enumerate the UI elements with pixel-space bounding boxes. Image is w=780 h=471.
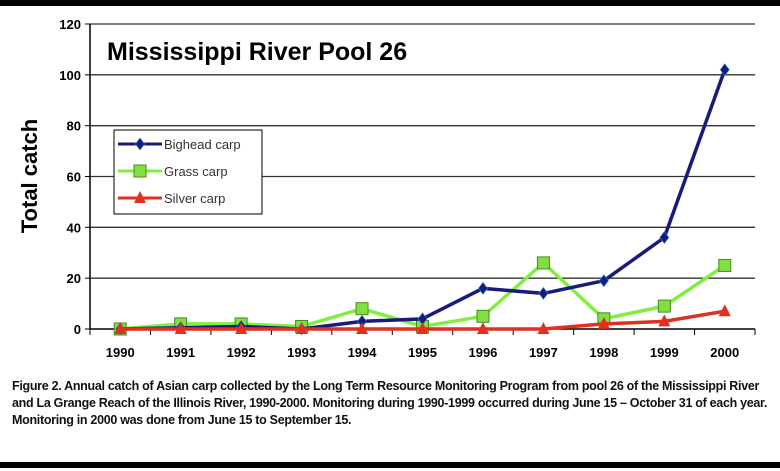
y-tick-label: 80 xyxy=(67,119,81,134)
x-tick-label: 1996 xyxy=(468,345,497,360)
y-tick-label: 0 xyxy=(74,322,81,337)
x-tick-label: 1998 xyxy=(589,345,618,360)
data-point xyxy=(478,281,488,295)
data-point xyxy=(597,316,610,329)
legend-label: Grass carp xyxy=(164,164,228,179)
data-point xyxy=(657,299,671,313)
data-point xyxy=(718,304,731,317)
legend-label: Bighead carp xyxy=(164,137,241,152)
top-rule xyxy=(0,0,780,6)
x-tick-label: 1993 xyxy=(287,345,316,360)
legend-marker xyxy=(135,137,145,151)
data-point xyxy=(476,309,490,323)
x-tick-label: 1991 xyxy=(166,345,195,360)
figure-caption: Figure 2. Annual catch of Asian carp col… xyxy=(12,379,768,427)
data-point xyxy=(718,258,732,272)
axes: 0 20 40 60 80 100 120 1990 1991 1992 1993 1994 1995 1… xyxy=(59,17,756,360)
y-axis-label: Total catch xyxy=(17,119,42,234)
bottom-rule xyxy=(0,462,780,468)
legend-marker xyxy=(133,164,147,178)
data-point xyxy=(235,322,248,334)
legend-marker xyxy=(134,191,146,203)
data-point xyxy=(114,322,127,334)
data-point xyxy=(598,274,609,288)
x-tick-label: 1994 xyxy=(348,345,378,360)
x-tick-label: 2000 xyxy=(710,345,739,360)
y-tick-label: 120 xyxy=(59,17,81,32)
data-point xyxy=(476,322,489,334)
data-point xyxy=(537,322,550,334)
y-tick-label: 40 xyxy=(67,220,81,235)
legend-label: Silver carp xyxy=(164,191,225,206)
x-tick-label: 1999 xyxy=(650,345,679,360)
chart-title: Mississippi River Pool 26 xyxy=(107,38,407,66)
data-point xyxy=(538,286,549,300)
data-point xyxy=(719,63,730,77)
data-point xyxy=(416,322,429,334)
series-group xyxy=(113,63,732,336)
series-silver-carp xyxy=(114,304,731,334)
data-point xyxy=(658,314,671,327)
y-tick-label: 100 xyxy=(59,68,81,83)
x-tick-label: 1995 xyxy=(408,345,437,360)
data-point xyxy=(174,322,187,334)
x-tick-label: 1990 xyxy=(106,345,135,360)
y-tick-label: 20 xyxy=(67,271,81,286)
data-point xyxy=(355,302,369,316)
data-point xyxy=(659,231,670,244)
data-point xyxy=(536,256,550,270)
legend: Bighead carp Grass carp Silver carp xyxy=(113,129,263,215)
data-point xyxy=(356,322,369,334)
x-tick-label: 1992 xyxy=(227,345,256,360)
y-tick-label: 60 xyxy=(67,170,81,185)
x-tick-label: 1997 xyxy=(529,345,558,360)
data-point xyxy=(295,322,308,334)
